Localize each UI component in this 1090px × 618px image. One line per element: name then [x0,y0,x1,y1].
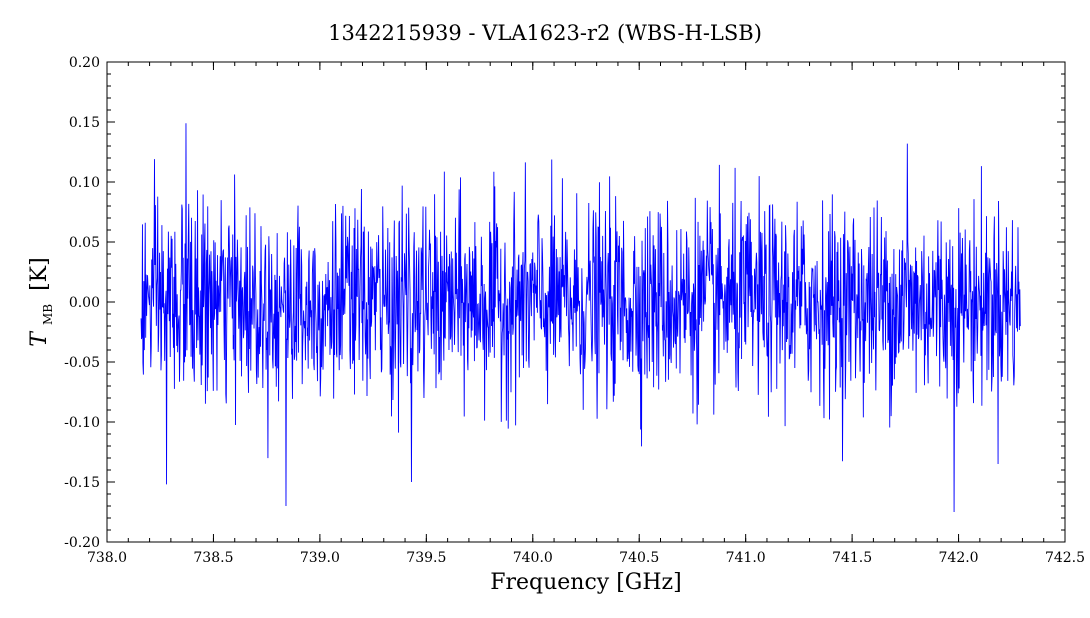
y-tick-label: 0.15 [69,115,100,131]
x-tick-label: 738.0 [87,550,127,566]
chart-title: 1342215939 - VLA1623-r2 (WBS-H-LSB) [328,21,762,45]
y-tick-label: -0.10 [64,415,100,431]
y-tick-label: 0.05 [69,235,100,251]
x-tick-label: 739.0 [300,550,340,566]
axis-ticks [106,61,1066,543]
x-axis-title: Frequency [GHz] [490,570,682,595]
y-axis-unit: [K] [27,257,52,291]
y-tick-label: 0.00 [69,295,100,311]
spectrum-layer [140,123,1021,513]
y-tick-label: 0.10 [69,175,100,191]
x-tick-label: 740.0 [513,550,553,566]
x-tick-label: 739.5 [406,550,446,566]
x-tick-label: 740.5 [619,550,659,566]
axis-tick-labels: 738.0 738.5 739.0 739.5 740.0 740.5 741.0 741.5… [64,55,1085,566]
y-tick-label: 0.20 [69,55,100,71]
y-axis-title: T MB [K] [27,257,58,346]
y-axis-subscript: MB [41,304,55,325]
y-axis-symbol: T [27,330,52,347]
x-tick-label: 742.5 [1045,550,1085,566]
y-tick-label: -0.20 [64,535,100,551]
x-tick-label: 741.0 [726,550,766,566]
spectrum-series-line [140,123,1021,513]
y-tick-label: -0.05 [64,355,100,371]
x-tick-label: 742.0 [939,550,979,566]
x-tick-label: 741.5 [832,550,872,566]
y-tick-label: -0.15 [64,475,100,491]
x-tick-label: 738.5 [193,550,233,566]
